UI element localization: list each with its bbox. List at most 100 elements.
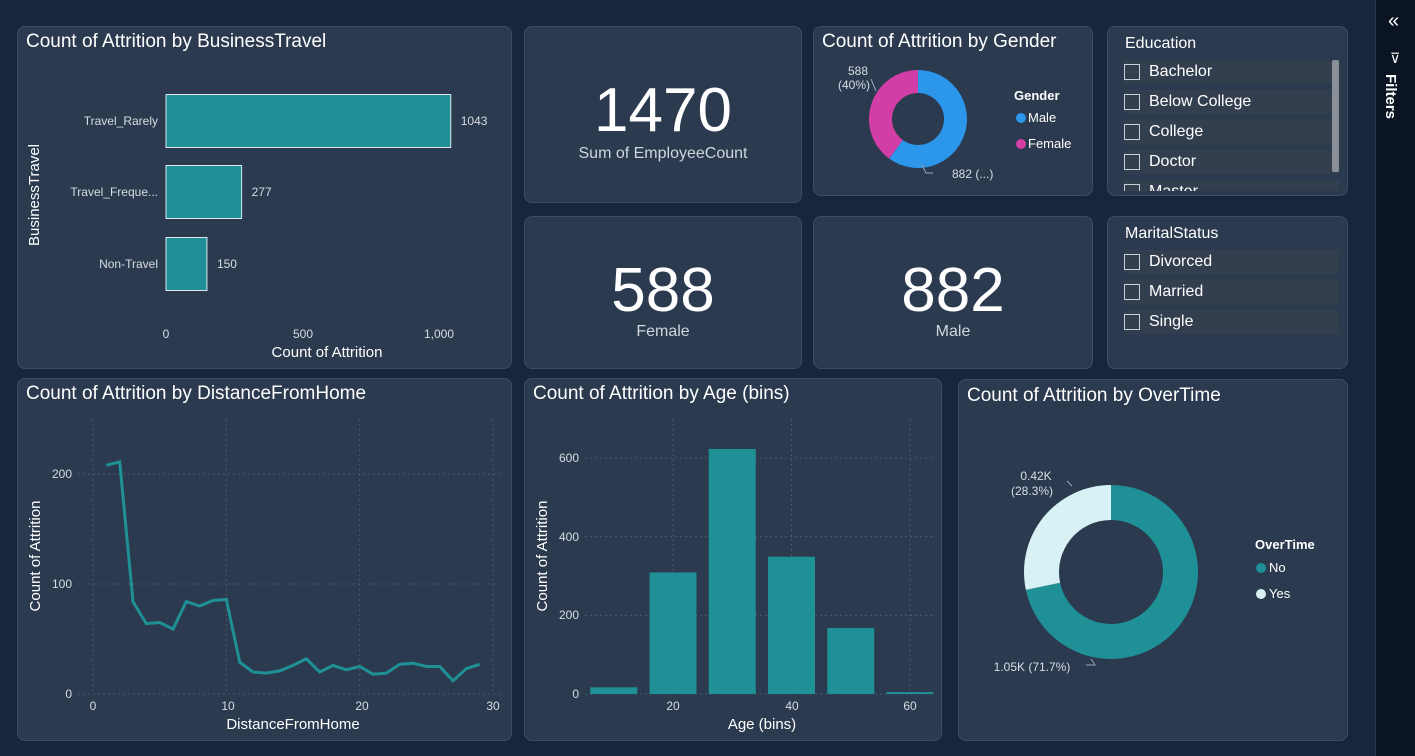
- age-y-tick: 0: [572, 687, 579, 701]
- education-slicer-title: Education: [1125, 35, 1197, 52]
- marital-option[interactable]: Single: [1124, 310, 1339, 334]
- business-travel-data-label: 277: [252, 185, 272, 199]
- checkbox-icon[interactable]: [1124, 184, 1140, 191]
- distance-x-tick: 10: [221, 699, 235, 713]
- education-scrollbar[interactable]: [1332, 60, 1339, 172]
- overtime-legend-yes[interactable]: Yes: [1269, 586, 1291, 601]
- business-travel-data-label: 150: [217, 257, 237, 271]
- overtime-slice-no[interactable]: [1025, 485, 1198, 659]
- age-bar[interactable]: [886, 692, 934, 694]
- marital-option-label: Divorced: [1149, 253, 1213, 270]
- gender-male-leader-line: [921, 164, 933, 174]
- gender-female-label: 588: [848, 64, 868, 78]
- overtime-legend-no-marker: [1256, 563, 1266, 573]
- business-travel-x-tick: 0: [163, 327, 170, 341]
- checkbox-icon[interactable]: [1124, 154, 1140, 170]
- kpi-total-card[interactable]: 1470 Sum of EmployeeCount: [524, 26, 802, 203]
- gender-donut-chart[interactable]: Count of Attrition by Gender 588 (40%) 8…: [813, 26, 1093, 196]
- distance-series-line[interactable]: [105, 460, 481, 683]
- kpi-female-label: Female: [636, 323, 690, 340]
- overtime-legend-yes-marker: [1256, 589, 1266, 599]
- marital-option[interactable]: Divorced: [1124, 250, 1339, 274]
- distance-x-tick: 20: [355, 699, 369, 713]
- education-option[interactable]: College: [1124, 120, 1339, 144]
- gender-female-pct-label: (40%): [838, 78, 870, 92]
- gender-female-leader-line: [870, 78, 877, 92]
- education-option[interactable]: Master: [1124, 180, 1339, 191]
- age-x-tick: 60: [903, 699, 917, 713]
- checkbox-icon[interactable]: [1124, 314, 1140, 330]
- marital-status-slicer[interactable]: MaritalStatus Divorced Married Single: [1107, 216, 1348, 369]
- age-bar[interactable]: [827, 627, 875, 694]
- business-travel-chart[interactable]: Count of Attrition by BusinessTravel Bus…: [17, 26, 512, 369]
- business-travel-category-label: Travel_Freque...: [70, 185, 158, 199]
- education-option[interactable]: Bachelor: [1124, 60, 1339, 84]
- overtime-plot: 0.42K (28.3%) 1.05K (71.7%) OverTime No …: [994, 469, 1315, 674]
- age-bar[interactable]: [590, 687, 638, 694]
- distance-x-axis-title: DistanceFromHome: [226, 716, 359, 733]
- gender-legend-male[interactable]: Male: [1028, 110, 1056, 125]
- gender-slice-female[interactable]: [869, 70, 918, 159]
- kpi-male-card[interactable]: 882 Male: [813, 216, 1093, 369]
- business-travel-bar[interactable]: [165, 165, 243, 219]
- age-title: Count of Attrition by Age (bins): [533, 383, 790, 404]
- marital-option-label: Married: [1149, 283, 1204, 300]
- report-canvas: Count of Attrition by BusinessTravel Bus…: [0, 0, 1375, 756]
- gender-slice-male[interactable]: [889, 70, 967, 168]
- kpi-total-label: Sum of EmployeeCount: [578, 145, 748, 162]
- checkbox-icon[interactable]: [1124, 124, 1140, 140]
- distance-line-chart[interactable]: Count of Attrition by DistanceFromHome 0…: [17, 378, 512, 741]
- education-option[interactable]: Below College: [1124, 90, 1339, 114]
- education-slicer[interactable]: Education Bachelor Below College College…: [1107, 26, 1348, 196]
- business-travel-bar[interactable]: [165, 237, 208, 291]
- age-column-chart[interactable]: Count of Attrition by Age (bins) 0 200 4…: [524, 378, 942, 741]
- overtime-yes-leader-line: [1066, 480, 1073, 487]
- checkbox-icon[interactable]: [1124, 94, 1140, 110]
- marital-option-label: Single: [1149, 313, 1194, 330]
- distance-y-tick: 0: [65, 687, 72, 701]
- kpi-female-card[interactable]: 588 Female: [524, 216, 802, 369]
- distance-y-axis-title: Count of Attrition: [27, 501, 44, 612]
- checkbox-icon[interactable]: [1124, 284, 1140, 300]
- age-bar[interactable]: [768, 556, 815, 694]
- gender-legend-title: Gender: [1014, 88, 1060, 103]
- gender-plot: 588 (40%) 882 (...) Gender Male Female: [838, 64, 1071, 181]
- business-travel-category-label: Travel_Rarely: [84, 114, 158, 128]
- checkbox-icon[interactable]: [1124, 254, 1140, 270]
- marital-slicer-title: MaritalStatus: [1125, 225, 1219, 242]
- kpi-male-value: 882: [901, 256, 1005, 325]
- filters-pane-label[interactable]: Filters: [1382, 74, 1399, 120]
- distance-title: Count of Attrition by DistanceFromHome: [26, 383, 367, 404]
- gender-legend-female[interactable]: Female: [1028, 136, 1071, 151]
- marital-slicer-list[interactable]: Divorced Married Single: [1124, 250, 1339, 364]
- filters-pane[interactable]: « ⊽ Filters: [1375, 0, 1415, 756]
- business-travel-category-label: Non-Travel: [99, 257, 158, 271]
- overtime-yes-label: 0.42K: [1020, 469, 1051, 483]
- double-chevron-left-icon[interactable]: «: [1388, 10, 1400, 32]
- age-bar[interactable]: [649, 572, 697, 694]
- distance-x-tick: 0: [90, 699, 97, 713]
- age-bar[interactable]: [708, 448, 756, 694]
- age-x-axis-title: Age (bins): [728, 716, 796, 733]
- overtime-donut-chart[interactable]: Count of Attrition by OverTime 0.42K (28…: [958, 379, 1348, 741]
- education-option-label: Below College: [1149, 93, 1252, 110]
- overtime-legend-no[interactable]: No: [1269, 560, 1286, 575]
- checkbox-icon[interactable]: [1124, 64, 1140, 80]
- business-travel-x-tick: 500: [293, 327, 313, 341]
- gender-legend-male-marker: [1016, 113, 1026, 123]
- funnel-icon: ⊽: [1390, 50, 1401, 66]
- education-option-label: Bachelor: [1149, 63, 1213, 80]
- marital-option[interactable]: Married: [1124, 280, 1339, 304]
- kpi-male-label: Male: [935, 323, 971, 340]
- gender-male-label: 882 (...): [952, 167, 993, 181]
- education-slicer-list[interactable]: Bachelor Below College College Doctor Ma…: [1124, 60, 1339, 191]
- business-travel-bar[interactable]: [165, 94, 452, 148]
- age-x-tick: 20: [666, 699, 680, 713]
- education-option-label: College: [1149, 123, 1204, 140]
- education-option[interactable]: Doctor: [1124, 150, 1339, 174]
- business-travel-title: Count of Attrition by BusinessTravel: [26, 31, 327, 52]
- overtime-legend-title: OverTime: [1255, 537, 1315, 552]
- kpi-total-value: 1470: [594, 76, 732, 145]
- overtime-slice-yes[interactable]: [1024, 485, 1111, 590]
- business-travel-x-tick: 1,000: [424, 327, 454, 341]
